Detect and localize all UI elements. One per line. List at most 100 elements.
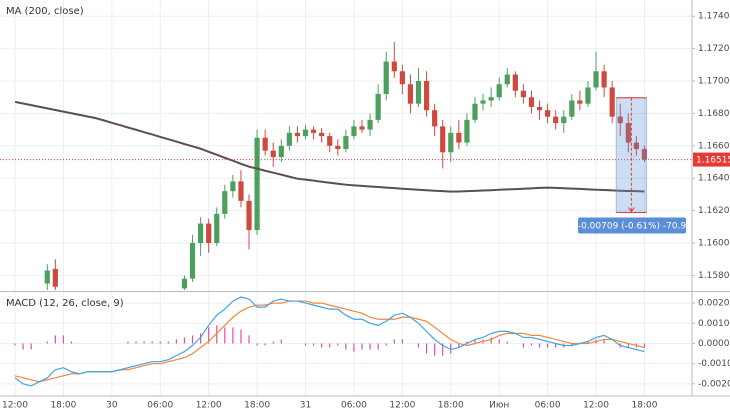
- x-tick-label: 18:00: [631, 401, 657, 411]
- candle-body: [464, 119, 470, 143]
- candle-body: [561, 116, 567, 124]
- y-tick-label: 1.15800: [698, 271, 730, 281]
- current-price-label: 1.16515: [696, 156, 730, 166]
- y-tick-label: 1.17000: [698, 77, 730, 87]
- candle-body: [286, 132, 292, 146]
- y-tick-label: 1.17400: [698, 12, 730, 22]
- candle-body: [351, 126, 357, 137]
- candle-body: [335, 145, 341, 150]
- candle-body: [472, 103, 478, 120]
- measure-label-box: [578, 217, 686, 234]
- candle-body: [383, 61, 389, 94]
- candle-body: [440, 126, 446, 153]
- candle-body: [343, 136, 349, 150]
- x-tick-label: 18:00: [438, 401, 464, 411]
- candle-body: [367, 119, 373, 130]
- measure-label: -0.00709 (-0.61%) -70.9: [578, 222, 687, 232]
- y-tick-label: -0.0020: [698, 379, 730, 389]
- candle-body: [528, 97, 535, 107]
- candle-body: [423, 81, 430, 111]
- x-tick-label: 12:00: [2, 401, 28, 411]
- candle-body: [545, 110, 551, 117]
- macd-line: [14, 296, 645, 387]
- candle-body: [294, 132, 301, 137]
- candle-body: [407, 84, 414, 104]
- candle-body: [198, 223, 204, 244]
- candle-body: [536, 106, 543, 111]
- y-tick-label: 1.16400: [698, 174, 730, 184]
- x-tick-label: 06:00: [535, 401, 561, 411]
- candle-body: [569, 100, 575, 117]
- candle-body: [553, 116, 559, 124]
- x-tick-label: 31: [300, 401, 311, 411]
- candle-body: [577, 100, 583, 104]
- candle-body: [641, 149, 648, 160]
- candle-body: [319, 132, 325, 137]
- y-tick-label: 1.16800: [698, 109, 730, 119]
- x-tick-label: 12:00: [389, 401, 415, 411]
- candle-body: [488, 97, 494, 101]
- candle-body: [625, 123, 631, 143]
- candle-body: [262, 137, 268, 151]
- candle-body: [52, 268, 58, 287]
- x-tick-label: 12:00: [583, 401, 609, 411]
- x-tick-label: 18:00: [244, 401, 270, 411]
- candle-body: [310, 129, 317, 133]
- x-tick-label: 12:00: [196, 401, 222, 411]
- candle-body: [375, 93, 381, 120]
- candle-body: [246, 200, 252, 231]
- current-price-box: [693, 152, 730, 167]
- candle-body: [512, 74, 518, 91]
- candle-body: [617, 116, 623, 124]
- candle-body: [601, 71, 607, 88]
- candle-body: [222, 191, 228, 214]
- y-tick-label: 1.17200: [698, 44, 730, 54]
- candle-body: [593, 71, 599, 88]
- candle-body: [504, 74, 510, 85]
- candle-body: [456, 132, 462, 143]
- macd-title: MACD (12, 26, close, 9): [6, 298, 124, 309]
- measure-tool: [615, 97, 647, 214]
- candle-body: [432, 110, 438, 127]
- candle-body: [496, 84, 502, 98]
- candle-body: [585, 87, 591, 104]
- candle-body: [278, 145, 284, 158]
- candle-body: [520, 90, 527, 98]
- candle-body: [327, 136, 333, 146]
- y-tick-label: 0.0000: [698, 339, 730, 349]
- candle-body: [214, 213, 220, 244]
- candle-body: [230, 181, 236, 192]
- candle-body: [181, 278, 188, 289]
- measure-arrow-head: [627, 207, 635, 213]
- candle-body: [415, 81, 422, 104]
- x-tick-label: Июн: [489, 401, 509, 411]
- candle-body: [633, 142, 639, 150]
- candle-body: [609, 87, 615, 117]
- price-pane: [0, 42, 692, 290]
- candle-body: [44, 270, 50, 284]
- moving-average: [14, 100, 645, 193]
- candle-body: [391, 61, 397, 72]
- macd-pane: [14, 296, 646, 387]
- grid: [0, 0, 692, 396]
- price-title: MA (200, close): [6, 6, 84, 17]
- candle-body: [206, 223, 212, 244]
- x-tick-label: 18:00: [50, 401, 76, 411]
- candle-body: [270, 150, 276, 158]
- candle-body: [480, 100, 486, 104]
- y-tick-label: 1.16200: [698, 206, 730, 216]
- y-tick-label: 1.16000: [698, 239, 730, 249]
- candle-body: [302, 129, 309, 137]
- x-tick-label: 30: [106, 401, 118, 411]
- candle-body: [359, 126, 365, 130]
- y-tick-label: 0.0020: [698, 299, 730, 309]
- y-tick-label: 0.0010: [698, 319, 730, 329]
- x-tick-label: 06:00: [147, 401, 173, 411]
- candle-body: [189, 243, 196, 279]
- candle-body: [399, 71, 405, 85]
- y-tick-label: -0.0010: [698, 359, 730, 369]
- candle-body: [448, 132, 454, 153]
